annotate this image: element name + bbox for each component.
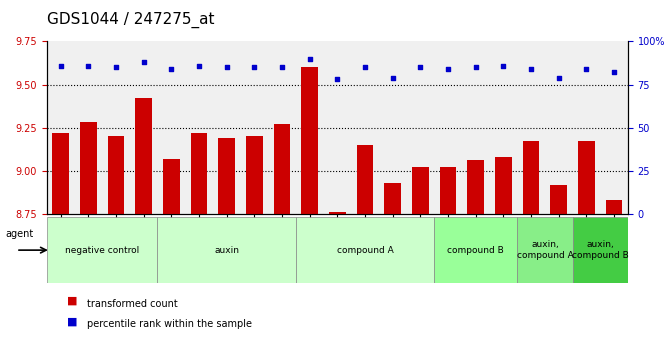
Text: transformed count: transformed count [87, 299, 178, 308]
Text: negative control: negative control [65, 246, 139, 255]
Text: ■: ■ [67, 316, 77, 326]
Bar [163, 159, 180, 345]
Text: agent: agent [5, 229, 33, 239]
Bar [218, 138, 235, 345]
Bar [190, 133, 207, 345]
Bar [136, 98, 152, 345]
Point [609, 70, 619, 75]
FancyBboxPatch shape [158, 217, 296, 283]
Point [415, 65, 426, 70]
Point [443, 66, 454, 72]
Bar [578, 141, 595, 345]
FancyBboxPatch shape [572, 217, 628, 283]
Text: compound A: compound A [337, 246, 393, 255]
Point [526, 66, 536, 72]
Point [249, 65, 260, 70]
Text: GDS1044 / 247275_at: GDS1044 / 247275_at [47, 11, 214, 28]
Point [83, 63, 94, 68]
Point [553, 75, 564, 80]
Text: ■: ■ [67, 296, 77, 306]
Text: auxin,
compound A: auxin, compound A [516, 240, 573, 260]
FancyBboxPatch shape [434, 217, 517, 283]
Bar [246, 136, 263, 345]
Bar [468, 160, 484, 345]
Bar [80, 122, 97, 345]
Point [498, 63, 509, 68]
Text: auxin: auxin [214, 246, 239, 255]
Bar [606, 200, 623, 345]
Point [221, 65, 232, 70]
FancyBboxPatch shape [47, 217, 158, 283]
Bar [274, 124, 291, 345]
Bar [329, 212, 345, 345]
Bar [495, 157, 512, 345]
Bar [108, 136, 124, 345]
Bar [384, 183, 401, 345]
Point [277, 65, 287, 70]
Bar [357, 145, 373, 345]
Point [387, 75, 398, 80]
Point [332, 77, 343, 82]
Text: compound B: compound B [448, 246, 504, 255]
FancyBboxPatch shape [517, 217, 572, 283]
Bar [301, 67, 318, 345]
Bar [523, 141, 539, 345]
Bar [440, 167, 456, 345]
Point [194, 63, 204, 68]
Point [55, 63, 66, 68]
Point [138, 59, 149, 65]
Text: auxin,
compound B: auxin, compound B [572, 240, 629, 260]
FancyBboxPatch shape [296, 217, 434, 283]
Point [166, 66, 176, 72]
Text: percentile rank within the sample: percentile rank within the sample [87, 319, 252, 329]
Point [470, 65, 481, 70]
Point [581, 66, 592, 72]
Bar [550, 185, 567, 345]
Point [111, 65, 122, 70]
Bar [412, 167, 429, 345]
Bar [52, 133, 69, 345]
Point [305, 56, 315, 61]
Point [359, 65, 370, 70]
